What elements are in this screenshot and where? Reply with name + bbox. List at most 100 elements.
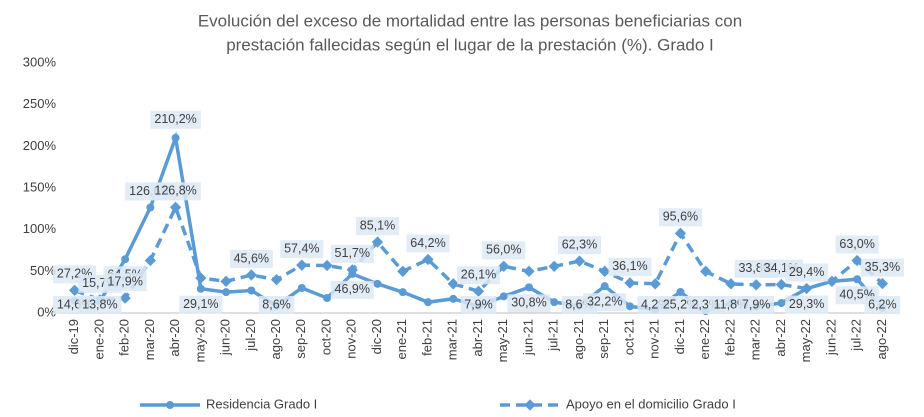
y-tick-label: 200% (23, 138, 57, 153)
value-label-bg (406, 234, 450, 253)
y-tick-label: 150% (23, 179, 57, 194)
value-label: 36,1% (612, 259, 647, 273)
value-label-bg (785, 295, 829, 314)
value-label-group: 29,3% (785, 295, 829, 314)
x-tick-label: abr-21 (470, 319, 485, 357)
value-label-bg (785, 263, 829, 282)
marker (800, 282, 813, 295)
value-label: 45,6% (234, 251, 269, 265)
legend-label: Residencia Grado I (206, 396, 317, 411)
marker (296, 259, 308, 271)
marker (422, 253, 434, 266)
value-label: 29,1% (183, 297, 218, 311)
marker (146, 203, 155, 212)
value-label: 26,1% (461, 268, 496, 282)
value-label-bg (78, 296, 122, 314)
x-tick-label: ago-21 (571, 319, 586, 359)
marker (169, 201, 182, 213)
value-label: 63,0% (839, 237, 874, 251)
x-tick-label: dic-21 (672, 319, 687, 354)
y-tick-label: 250% (23, 96, 57, 111)
value-label-bg (150, 110, 201, 129)
marker (499, 292, 508, 301)
value-label: 51,7% (335, 246, 370, 260)
marker (725, 278, 737, 290)
marker (371, 236, 384, 248)
value-label: 7,9% (464, 297, 493, 311)
marker (674, 227, 687, 239)
chart-title: Evolución del exceso de mortalidad entre… (198, 11, 742, 30)
x-tick-label: feb-20 (117, 319, 132, 356)
value-label-bg (330, 280, 374, 299)
x-tick-label: abr-22 (773, 319, 788, 357)
value-label-bg (150, 182, 201, 201)
marker (853, 275, 862, 284)
value-label: 30,8% (511, 296, 546, 310)
value-label: 8,6% (262, 297, 291, 311)
marker (624, 277, 636, 289)
value-label-group: 26,1% (457, 266, 500, 285)
value-label-bg (864, 296, 901, 314)
value-label-group: 29,1% (179, 295, 223, 314)
value-label: 35,3% (865, 260, 900, 274)
value-label-bg (835, 235, 879, 254)
marker (876, 277, 889, 290)
marker (346, 264, 358, 276)
x-tick-label: mar-22 (748, 319, 763, 360)
value-label: 17,9% (107, 274, 142, 288)
marker (523, 265, 535, 277)
marker (550, 298, 559, 307)
value-label-group: 210,2% (150, 110, 201, 129)
marker (851, 254, 863, 267)
value-label-group: 46,9% (330, 280, 374, 299)
marker (600, 282, 609, 291)
y-tick-label: 0% (37, 304, 56, 319)
x-tick-label: may-21 (495, 319, 510, 362)
value-label-bg (507, 294, 551, 313)
value-label-bg (658, 208, 702, 227)
marker (777, 299, 786, 307)
value-label: 64,2% (410, 236, 445, 250)
marker (373, 279, 382, 288)
marker (245, 269, 257, 281)
marker (397, 265, 409, 277)
value-label-group: 62,3% (557, 236, 601, 255)
value-label-bg (229, 250, 273, 268)
value-label-bg (460, 296, 497, 314)
value-label-group: 126,8% (150, 182, 201, 201)
value-label-group: 6,2% (864, 296, 901, 314)
value-label-group: 64,2% (406, 234, 450, 253)
value-label-group: 8,6% (258, 296, 295, 314)
x-tick-label: jun-22 (823, 319, 838, 356)
x-tick-label: dic-20 (369, 319, 384, 354)
value-label-group: 35,3% (860, 258, 904, 277)
value-label-bg (457, 266, 500, 285)
marker (498, 260, 510, 272)
value-label: 85,1% (360, 218, 395, 232)
x-tick-label: jun-20 (218, 319, 233, 356)
value-label: 46,9% (335, 282, 370, 296)
marker (599, 265, 611, 277)
value-label-group: 57,4% (280, 240, 324, 259)
x-tick-label: oct-21 (621, 319, 636, 355)
marker (144, 254, 157, 267)
legend-label: Apoyo en el domicilio Grado I (566, 396, 736, 411)
x-tick-label: jul-21 (546, 319, 561, 352)
marker (321, 259, 333, 272)
value-label-group: 32,2% (583, 293, 627, 312)
chart-title: prestación fallecidas según el lugar de … (226, 35, 714, 54)
marker (270, 274, 283, 286)
x-tick-label: nov-21 (647, 319, 662, 359)
value-label-bg (103, 273, 147, 292)
legend-marker (166, 401, 174, 409)
value-label-group: 51,7% (330, 244, 374, 263)
value-label-bg (583, 293, 627, 312)
x-tick-label: sep-21 (596, 319, 611, 359)
marker (398, 288, 407, 297)
value-label-group: 17,9% (103, 273, 147, 292)
value-label-bg (482, 241, 526, 260)
value-label-bg (860, 258, 904, 277)
value-label: 6,2% (868, 297, 897, 311)
x-tick-label: mar-21 (445, 319, 460, 360)
